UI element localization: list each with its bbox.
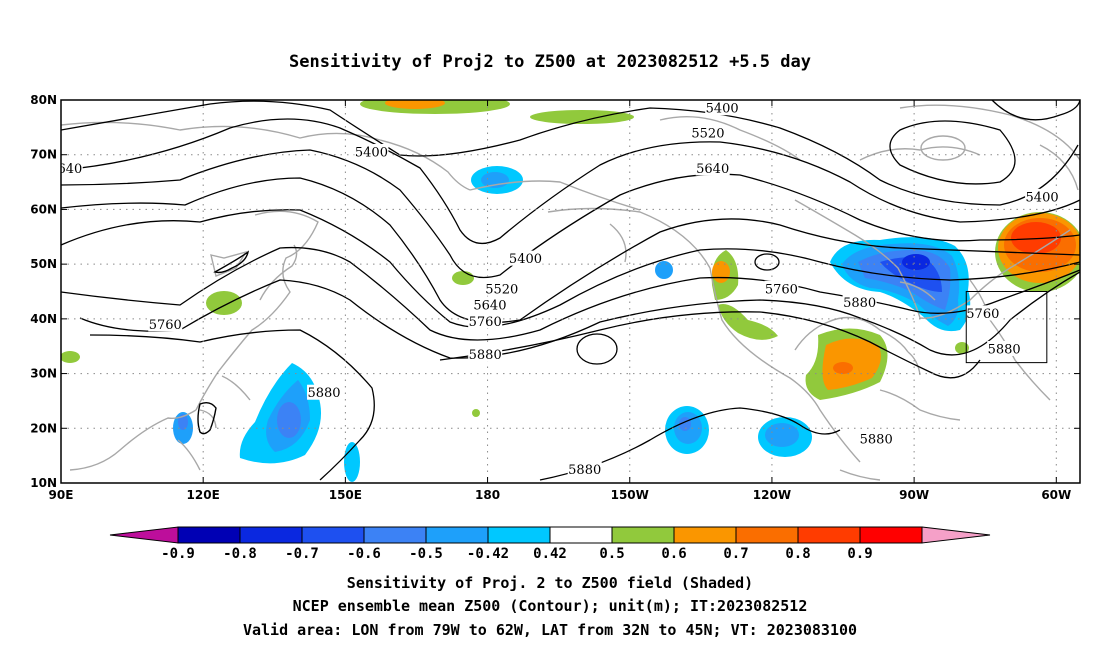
footer-line-2: NCEP ensemble mean Z500 (Contour); unit(… xyxy=(293,597,808,615)
figure-title: Sensitivity of Proj2 to Z500 at 20230825… xyxy=(289,52,811,72)
colorbar xyxy=(109,526,991,544)
colorbar-label: 0.7 xyxy=(723,546,748,562)
colorbar-segment xyxy=(673,526,737,544)
colorbar-label: 0.6 xyxy=(661,546,686,562)
lon-tick-label: 90W xyxy=(899,488,929,502)
colorbar-segment xyxy=(735,526,799,544)
lon-tick-label: 60W xyxy=(1041,488,1071,502)
contour-value: 5760 xyxy=(966,307,999,322)
contour-label: 5880 xyxy=(307,384,342,401)
lon-tick-label: 120W xyxy=(753,488,791,502)
colorbar-label: -0.8 xyxy=(223,546,257,562)
colorbar-segment xyxy=(487,526,551,544)
contour-label: 5520 xyxy=(484,280,519,297)
contour-value: 5880 xyxy=(568,463,601,478)
colorbar-segment xyxy=(239,526,303,544)
contour-label: 5520 xyxy=(690,124,725,141)
contour-value: 5880 xyxy=(469,348,502,363)
lat-tick-label: 50N xyxy=(30,257,57,271)
lat-tick-label: 40N xyxy=(30,312,57,326)
contour-value: 5640 xyxy=(696,162,729,177)
contour-label: 5760 xyxy=(148,316,183,333)
contour-label: 5760 xyxy=(764,280,799,297)
sakhalin-outline xyxy=(213,250,250,274)
colorbar-label: -0.9 xyxy=(161,546,195,562)
contour-value: 5520 xyxy=(485,282,518,297)
contour-label: 5400 xyxy=(508,250,543,267)
colorbar-label: 0.8 xyxy=(785,546,810,562)
contour-value: 5760 xyxy=(149,318,182,333)
contour-label: 5880 xyxy=(842,294,877,311)
lon-tick-label: 90E xyxy=(49,488,74,502)
colorbar-segment xyxy=(363,526,427,544)
valid-area-box xyxy=(965,291,1048,364)
contour-label: 5640 xyxy=(472,297,507,314)
colorbar-label: -0.6 xyxy=(347,546,381,562)
contour-label: 5880 xyxy=(468,346,503,363)
contour-value: 5880 xyxy=(860,433,893,448)
colorbar-segment xyxy=(611,526,675,544)
colorbar-segment xyxy=(549,526,613,544)
lat-tick-label: 30N xyxy=(30,367,57,381)
colorbar-labels: -0.9 -0.8 -0.7 -0.6 -0.5 -0.42 0.42 0.5 0.6 0.7 0.… xyxy=(161,546,873,562)
contour-value: 5400 xyxy=(355,145,388,160)
lat-tick-label: 80N xyxy=(30,93,57,107)
axis-ticks xyxy=(60,99,1080,484)
colorbar-segment xyxy=(177,526,241,544)
contour-value: 5880 xyxy=(988,342,1021,357)
contour-value: 5400 xyxy=(706,102,739,117)
colorbar-segment xyxy=(859,526,923,544)
colorbar-max-extension xyxy=(921,526,991,544)
lon-tick-label: 180 xyxy=(475,488,500,502)
contour-label: 5880 xyxy=(859,431,894,448)
contour-value: 5760 xyxy=(765,282,798,297)
lon-tick-label: 150W xyxy=(611,488,649,502)
colorbar-label: 0.9 xyxy=(847,546,872,562)
contour-value: 5520 xyxy=(691,126,724,141)
colorbar-label: -0.42 xyxy=(467,546,509,562)
contour-label: 5760 xyxy=(965,305,1000,322)
colorbar-segment xyxy=(797,526,861,544)
lat-tick-label: 10N xyxy=(30,476,57,490)
taiwan-outline xyxy=(197,401,217,435)
footer-line-3: Valid area: LON from 79W to 62W, LAT fro… xyxy=(243,621,857,639)
contour-value: 5400 xyxy=(1026,190,1059,205)
footer-line-1: Sensitivity of Proj. 2 to Z500 field (Sh… xyxy=(347,574,753,592)
colorbar-label: -0.7 xyxy=(285,546,319,562)
colorbar-min-extension xyxy=(109,526,179,544)
longitude-axis-labels: 90E 120E 150E 180 150W 120W 90W 60W xyxy=(49,488,1072,502)
lat-tick-label: 70N xyxy=(30,148,57,162)
colorbar-label: 0.42 xyxy=(533,546,567,562)
contour-value: 5400 xyxy=(509,252,542,267)
coastlines xyxy=(61,104,1080,481)
contour-label: 5640 xyxy=(49,160,83,177)
contour-label: 5880 xyxy=(567,461,602,478)
contour-value: 5640 xyxy=(473,299,506,314)
lon-tick-label: 150E xyxy=(329,488,362,502)
contour-label: 5640 xyxy=(695,160,730,177)
colorbar-segment xyxy=(301,526,365,544)
map-frame xyxy=(60,99,1081,484)
contour-label: 5400 xyxy=(705,100,740,117)
contour-label: 5400 xyxy=(1025,188,1060,205)
colorbar-label: 0.5 xyxy=(599,546,624,562)
contour-label: 5400 xyxy=(354,143,389,160)
contour-label: 5760 xyxy=(468,313,503,330)
lat-tick-label: 20N xyxy=(30,421,57,435)
contour-value: 5880 xyxy=(843,296,876,311)
lat-tick-label: 60N xyxy=(30,202,57,216)
contour-label: 5880 xyxy=(987,340,1022,357)
graticule-grid xyxy=(61,100,1080,483)
contour-value: 5880 xyxy=(307,386,340,401)
contour-value: 5640 xyxy=(49,162,82,177)
latitude-axis-labels: 80N 70N 60N 50N 40N 30N 20N 10N xyxy=(30,93,57,490)
contour-value: 5760 xyxy=(469,315,502,330)
lon-tick-label: 120E xyxy=(187,488,220,502)
colorbar-segment xyxy=(425,526,489,544)
colorbar-label: -0.5 xyxy=(409,546,443,562)
